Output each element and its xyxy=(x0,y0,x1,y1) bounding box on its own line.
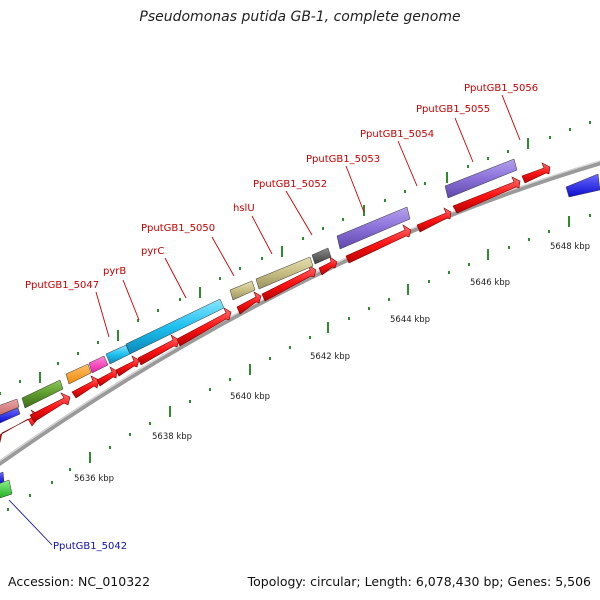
label-leader-line-blue xyxy=(8,499,53,546)
gene-label-PputGB1_5050[interactable]: PputGB1_5050 xyxy=(141,223,215,234)
cds-feature[interactable] xyxy=(96,366,118,387)
cds-feature[interactable] xyxy=(416,207,452,233)
outer-strand-features xyxy=(0,158,600,499)
cds-feature[interactable] xyxy=(71,375,100,399)
feature-purple-5053[interactable] xyxy=(336,206,411,250)
genome-stats-text: Topology: circular; Length: 6,078,430 bp… xyxy=(247,574,591,589)
feature-orange[interactable] xyxy=(65,363,92,385)
feature-cyan-pyrC[interactable] xyxy=(125,298,225,355)
gene-label-PputGB1_5053[interactable]: PputGB1_5053 xyxy=(306,154,380,165)
gene-labels: PputGB1_5047 pyrB pyrC PputGB1_5050 hslU… xyxy=(25,83,538,552)
scale-label: 5646 kbp xyxy=(470,278,510,288)
scale-label: 5642 kbp xyxy=(310,352,350,362)
scale-label: 5648 kbp xyxy=(550,242,590,252)
scale-label: 5636 kbp xyxy=(74,474,114,484)
genome-backbone xyxy=(0,160,600,467)
feature-khaki-hslU[interactable] xyxy=(255,256,314,290)
gene-label-PputGB1_5054[interactable]: PputGB1_5054 xyxy=(360,129,434,140)
feature-green-5042[interactable] xyxy=(0,479,13,499)
cds-feature[interactable] xyxy=(236,291,262,315)
page-title: Pseudomonas putida GB-1, complete genome xyxy=(139,9,461,25)
scale-labels: 5636 kbp 5638 kbp 5640 kbp 5642 kbp 5644… xyxy=(74,242,590,484)
label-leader-lines xyxy=(95,94,521,338)
accession-text: Accession: NC_010322 xyxy=(8,574,151,589)
scale-label: 5640 kbp xyxy=(230,392,270,402)
cds-feature[interactable] xyxy=(137,334,180,366)
gene-label-PputGB1_5052[interactable]: PputGB1_5052 xyxy=(253,179,327,190)
cds-feature[interactable] xyxy=(318,256,338,276)
feature-magenta[interactable] xyxy=(88,355,109,374)
gene-label-PputGB1_5056[interactable]: PputGB1_5056 xyxy=(464,83,538,94)
cds-feature[interactable] xyxy=(261,264,317,302)
feature-blue-right[interactable] xyxy=(565,173,600,198)
inner-strand-features xyxy=(0,162,551,444)
feature-olive[interactable] xyxy=(21,379,64,409)
cds-feature[interactable] xyxy=(521,162,551,184)
feature-purple-5056[interactable] xyxy=(444,158,518,199)
inner-tick-ring xyxy=(7,214,591,511)
cds-feature[interactable] xyxy=(176,307,232,347)
feature-salmon[interactable] xyxy=(0,398,20,416)
gene-label-pyrB[interactable]: pyrB xyxy=(103,266,126,277)
feature-blue-left[interactable] xyxy=(0,407,21,424)
cds-feature[interactable] xyxy=(452,176,521,214)
outer-tick-ring xyxy=(0,121,591,395)
cds-feature[interactable] xyxy=(29,392,71,423)
scale-label: 5638 kbp xyxy=(152,432,192,442)
cds-feature[interactable] xyxy=(0,409,41,444)
feature-khaki-5050[interactable] xyxy=(229,280,256,301)
feature-gray-5052[interactable] xyxy=(311,247,332,265)
gene-label-PputGB1_5042[interactable]: PputGB1_5042 xyxy=(53,541,127,552)
cds-feature[interactable] xyxy=(345,224,412,264)
gene-label-hslU[interactable]: hslU xyxy=(233,203,255,214)
scale-label: 5644 kbp xyxy=(390,315,430,325)
gene-label-PputGB1_5055[interactable]: PputGB1_5055 xyxy=(416,104,490,115)
gene-label-PputGB1_5047[interactable]: PputGB1_5047 xyxy=(25,280,99,291)
cds-feature[interactable] xyxy=(115,355,140,377)
genome-backbone-highlight xyxy=(0,160,600,462)
feature-cyan-pyrB[interactable] xyxy=(105,344,131,365)
gene-label-pyrC[interactable]: pyrC xyxy=(141,246,164,257)
